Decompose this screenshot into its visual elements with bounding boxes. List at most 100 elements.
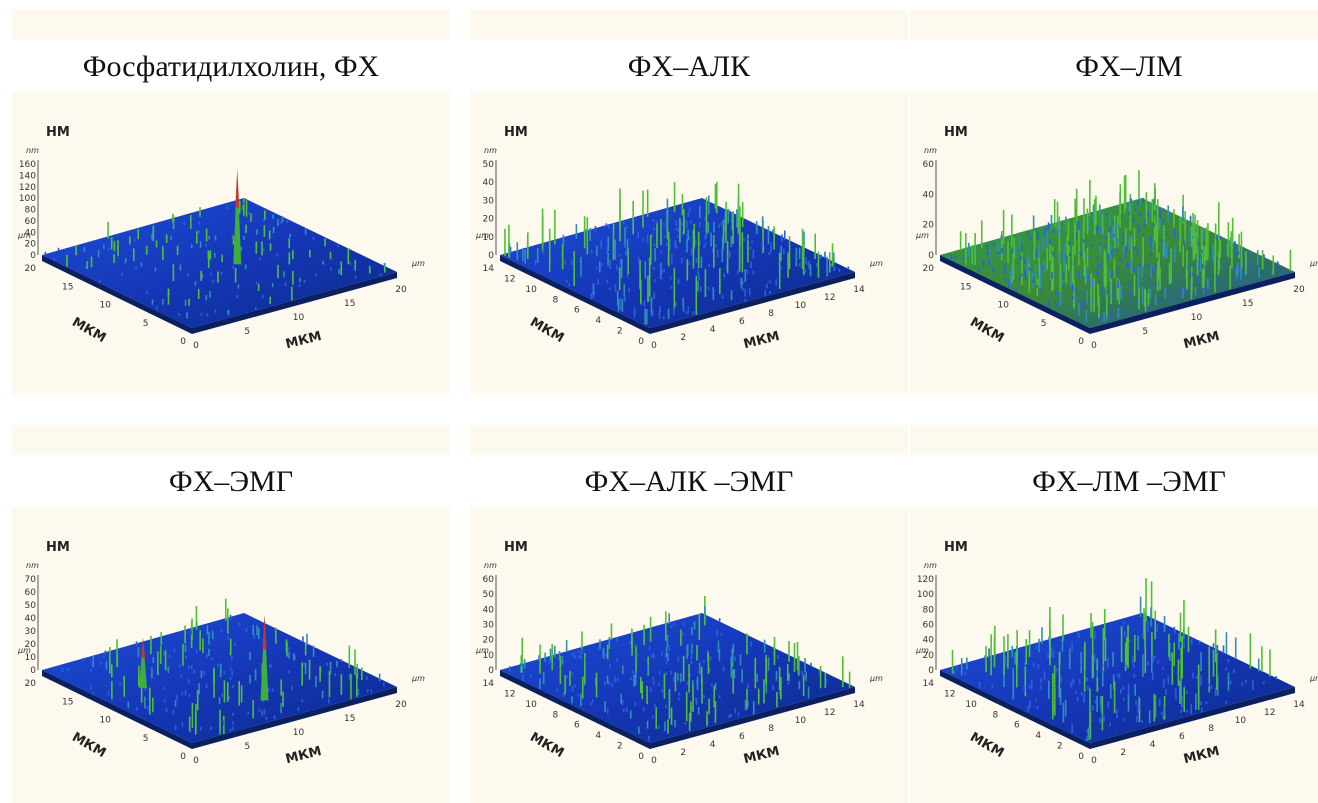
x-tick-label: 0 (193, 756, 199, 766)
y-tick-label: 8 (553, 710, 559, 720)
y-tick-label: 4 (595, 316, 601, 326)
y-tick-label: 12 (944, 689, 955, 699)
y-tick-label: 2 (617, 327, 623, 337)
z-tick-label: 20 (923, 651, 935, 661)
x-unit-small: μm (411, 259, 425, 268)
x-tick-label: 10 (1191, 313, 1203, 323)
y-tick-label: 20 (923, 264, 935, 274)
x-tick-label: 8 (1208, 724, 1214, 734)
z-unit-small: nm (26, 561, 39, 570)
y-tick-label: 12 (504, 689, 515, 699)
x-tick-label: 6 (1179, 732, 1185, 742)
y-tick-label: 10 (998, 301, 1010, 311)
z-tick-label: 60 (25, 217, 37, 227)
y-tick-label: 0 (638, 337, 644, 347)
z-tick-label: 50 (25, 601, 37, 611)
z-unit: НМ (46, 125, 70, 140)
y-tick-label: 10 (965, 700, 977, 710)
y-tick-label: 14 (923, 679, 935, 689)
x-tick-label: 0 (1091, 341, 1097, 351)
y-tick-label: 6 (574, 721, 580, 731)
surface (42, 613, 397, 743)
x-tick-label: 15 (344, 299, 355, 309)
y-tick-label: 0 (180, 752, 186, 762)
z-tick-label: 0 (928, 251, 934, 261)
x-tick-label: 0 (651, 756, 657, 766)
z-tick-label: 160 (19, 160, 36, 170)
z-tick-label: 0 (928, 666, 934, 676)
z-tick-label: 20 (483, 636, 495, 646)
z-tick-label: 100 (917, 590, 934, 600)
z-tick-label: 0 (30, 251, 36, 261)
z-tick-label: 40 (25, 228, 37, 238)
z-tick-label: 10 (483, 651, 495, 661)
x-unit-small: μm (1309, 674, 1318, 683)
x-tick-label: 14 (853, 285, 865, 295)
z-tick-label: 40 (923, 190, 935, 200)
title-band (12, 40, 450, 92)
z-tick-label: 140 (19, 171, 36, 181)
y-tick-label: 10 (525, 285, 537, 295)
y-tick-label: 0 (180, 337, 186, 347)
x-tick-label: 0 (193, 341, 199, 351)
x-tick-label: 20 (395, 700, 407, 710)
x-tick-label: 15 (1242, 299, 1253, 309)
x-tick-label: 2 (680, 748, 686, 758)
x-tick-label: 10 (293, 728, 305, 738)
z-tick-label: 20 (483, 215, 495, 225)
y-tick-label: 14 (483, 264, 495, 274)
z-unit-small: nm (484, 561, 497, 570)
y-tick-label: 10 (525, 700, 537, 710)
x-tick-label: 8 (768, 724, 774, 734)
y-tick-label: 8 (553, 295, 559, 305)
x-tick-label: 12 (824, 708, 835, 718)
x-tick-label: 2 (1120, 748, 1126, 758)
x-tick-label: 10 (293, 313, 305, 323)
x-tick-label: 5 (244, 327, 250, 337)
surface-peak (139, 638, 147, 688)
surface (500, 198, 855, 328)
x-tick-label: 0 (651, 341, 657, 351)
z-unit-small: nm (484, 146, 497, 155)
x-tick-label: 8 (768, 309, 774, 319)
z-tick-label: 0 (488, 251, 494, 261)
title-band (470, 455, 908, 507)
surface-edge (42, 670, 397, 749)
y-tick-label: 15 (960, 282, 971, 292)
x-unit-small: μm (411, 674, 425, 683)
x-unit-small: μm (869, 259, 883, 268)
z-tick-label: 100 (19, 194, 36, 204)
panel: ФХ–ЛМ –ЭМГНМnm020406080100120μmμm1412108… (910, 425, 1318, 803)
x-tick-label: 4 (710, 325, 716, 335)
z-tick-label: 10 (483, 233, 495, 243)
z-unit: НМ (46, 540, 70, 555)
surface-peak (260, 615, 269, 701)
y-tick-label: 2 (1057, 742, 1063, 752)
x-tick-label: 12 (1264, 708, 1275, 718)
panel: ФХ–АЛК –ЭМГНМnm0102030405060μmμm14121086… (470, 425, 908, 803)
x-tick-label: 0 (1091, 756, 1097, 766)
z-tick-label: 20 (25, 640, 37, 650)
y-tick-label: 4 (595, 731, 601, 741)
surface-edge (940, 255, 1295, 334)
x-tick-label: 2 (680, 333, 686, 343)
y-tick-label: 2 (617, 742, 623, 752)
y-tick-label: 4 (1035, 731, 1041, 741)
z-tick-label: 60 (923, 621, 935, 631)
x-tick-label: 12 (824, 293, 835, 303)
z-unit: НМ (944, 540, 968, 555)
x-tick-label: 5 (244, 742, 250, 752)
surface-edge (940, 670, 1295, 749)
y-unit-small: μm (17, 231, 31, 240)
title-band (12, 455, 450, 507)
y-tick-label: 5 (1041, 319, 1047, 329)
x-tick-label: 10 (795, 716, 807, 726)
y-unit-small: μm (475, 231, 489, 240)
panel-title: ФХ–ЛМ –ЭМГ (1032, 465, 1226, 498)
x-tick-label: 10 (1235, 716, 1247, 726)
y-tick-label: 0 (1078, 752, 1084, 762)
